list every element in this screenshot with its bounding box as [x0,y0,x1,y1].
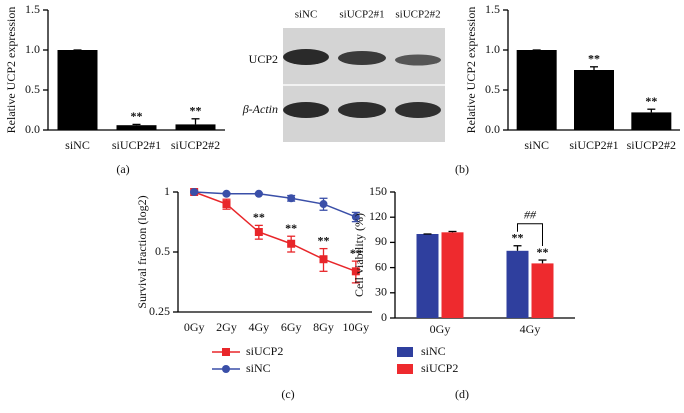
blot-band [395,54,441,66]
legend-swatch [397,347,413,357]
y-tick-label: 120 [369,209,387,223]
legend-marker [222,365,230,373]
x-tick-label: siUCP2#1 [569,138,618,152]
significance: ** [318,233,330,247]
lane-label: siUCP2#2 [395,9,440,21]
legend-marker [222,348,230,356]
line [194,191,357,218]
lane-label: siNC [295,9,318,21]
legend-swatch [397,364,413,374]
bar [574,70,614,130]
x-tick-label: 0Gy [184,320,205,334]
blot-band [395,102,441,118]
row-label: UCP2 [249,52,278,66]
significance: ** [350,246,362,260]
y-tick-label: 1 [164,184,170,198]
x-tick-label: siNC [524,138,549,152]
bar [516,50,557,130]
y-tick-label: 0 [381,310,387,324]
significance: ** [512,231,524,245]
bar [531,263,554,318]
y-tick-label: 30 [375,285,387,299]
x-tick-label: 4Gy [248,320,269,334]
y-tick-label: 0.0 [25,122,40,136]
bar [416,234,439,318]
marker [319,200,328,209]
bar [506,250,529,318]
significance: ** [645,94,657,108]
marker [254,189,263,198]
blot-band [283,49,329,65]
y-axis-title: Cell viability (%) [352,213,366,297]
comparison-label: ## [524,208,537,222]
panel-label: (c) [281,387,294,401]
legend-label: siNC [246,361,271,375]
blot-divider [283,84,445,86]
marker [222,189,231,198]
panel-label: (b) [455,162,469,176]
marker [254,227,263,236]
significance: ** [588,52,600,66]
y-tick-label: 1.5 [25,2,40,16]
row-label: β-Actin [242,102,278,116]
western-blot: siNC siUCP2#1 siUCP2#2 UCP2 β-Actin [242,9,445,142]
lane-label: siUCP2#1 [339,9,384,21]
y-tick-label: 150 [369,184,387,198]
significance: ** [190,104,202,118]
x-tick-label: 8Gy [313,320,334,334]
y-tick-label: 1.0 [25,42,40,56]
legend-label: siUCP2 [421,361,458,375]
y-tick-label: 1.0 [485,42,500,56]
y-tick-label: 0.25 [149,304,170,318]
panel-label: (a) [116,162,129,176]
y-axis-title: Relative UCP2 expression [4,7,18,134]
blot-band [338,51,386,65]
line [193,191,357,273]
x-tick-label: siUCP2#2 [171,138,220,152]
marker [351,212,360,221]
bar [57,50,98,130]
significance: ** [253,210,265,224]
y-tick-label: 90 [375,234,387,248]
bar [631,112,672,130]
x-tick-label: 6Gy [281,320,302,334]
y-tick-label: 0.0 [485,122,500,136]
blot-band [338,102,386,118]
y-axis-title: Survival fraction (log2) [135,195,149,308]
marker [190,188,199,196]
bar [175,124,216,130]
marker [287,194,296,203]
x-tick-label: 2Gy [216,320,237,334]
significance: ** [131,109,143,123]
bar [441,232,464,318]
marker [222,200,231,209]
legend-label: siNC [421,344,446,358]
marker [319,255,328,264]
y-tick-label: 1.5 [485,2,500,16]
blot-band [283,102,329,118]
x-tick-label: siUCP2#1 [112,138,161,152]
panel-label: (d) [455,387,469,401]
marker [287,239,296,248]
marker [351,267,360,276]
y-tick-label: 0.5 [155,244,170,258]
y-tick-label: 0.5 [25,82,40,96]
x-tick-label: siNC [65,138,90,152]
legend-label: siUCP2 [246,344,283,358]
x-tick-label: 10Gy [342,320,369,334]
x-tick-label: siUCP2#2 [627,138,676,152]
significance: ** [285,221,297,235]
significance: ** [537,245,549,259]
y-tick-label: 0.5 [485,82,500,96]
y-tick-label: 60 [375,259,387,273]
comparison-bracket [517,223,543,247]
x-tick-label: 4Gy [520,322,541,336]
bar [116,125,157,130]
x-tick-label: 0Gy [430,322,451,336]
y-axis-title: Relative UCP2 expression [464,7,478,134]
